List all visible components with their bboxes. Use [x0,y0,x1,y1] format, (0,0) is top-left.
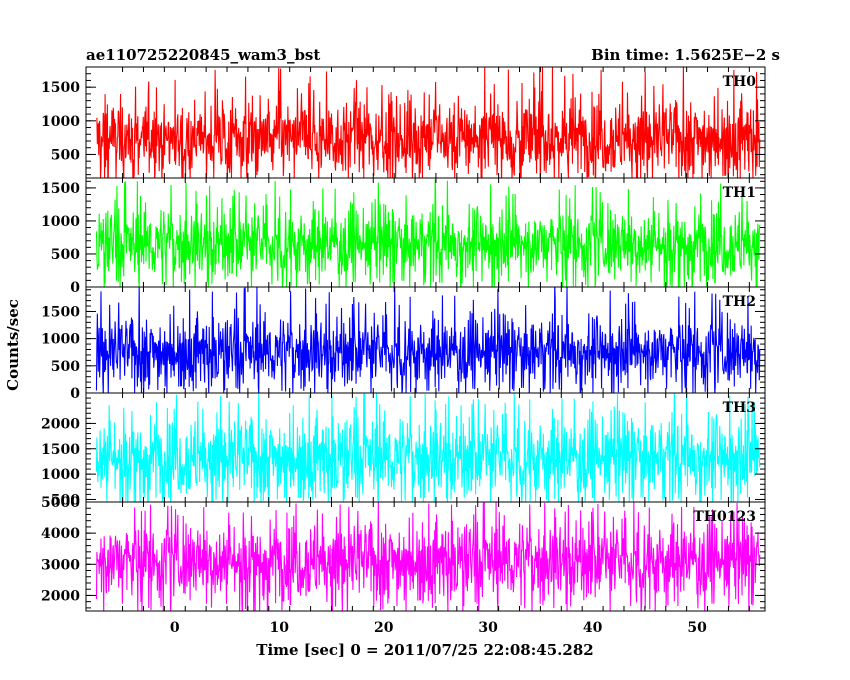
y-tick-label: 1500 [41,442,80,458]
panel-th2: 0 500 1000 1500 TH2 [41,286,766,402]
x-axis-label: Time [sec] 0 = 2011/07/25 22:08:45.282 [256,641,593,659]
x-tick-label: 10 [270,620,290,636]
panel-label-th0123: TH0123 [693,509,756,525]
panel-label-th1: TH1 [723,185,756,201]
y-tick-label: 1500 [41,304,80,320]
series-th0123-line [95,502,761,611]
y-tick-label: 500 [51,247,80,263]
panel-label-th3: TH3 [723,400,756,416]
y-tick-label: 500 [51,147,80,163]
y-tick-label: 1000 [41,214,80,230]
y-tick-label: 500 [51,359,80,375]
panel-th1: 0 500 1000 1500 TH1 [41,177,766,296]
x-tick-label: 50 [687,620,707,636]
figure-title-right: Bin time: 1.5625E−2 s [591,46,780,64]
panel-th0: 500 1000 1500 TH0 [41,66,766,179]
y-tick-label: 0 [70,386,80,402]
series-th2-line [95,287,761,393]
x-tick-label: 0 [170,620,180,636]
series-th3-line [95,393,761,502]
y-tick-label: 3000 [41,557,80,573]
y-tick-label: 2000 [41,588,80,604]
panel-frame [85,501,766,612]
y-tick-label: 500 [51,492,80,508]
panel-label-th0: TH0 [723,74,757,90]
y-tick-label: 1000 [41,467,80,483]
series-th1-line [95,179,761,287]
y-tick-label: 1000 [41,332,80,348]
y-tick-label: 0 [70,280,80,296]
y-tick-label: 1000 [41,114,80,130]
x-axis: 0 10 20 30 40 50 [170,620,707,636]
y-tick-label: 4000 [41,526,80,542]
y-axis-label: Counts/sec [4,299,22,391]
x-tick-label: 30 [478,620,498,636]
panel-label-th2: TH2 [723,294,756,310]
panel-th0123: 2000 3000 4000 5000 TH0123 [41,495,766,612]
y-tick-label: 1500 [41,80,80,96]
x-tick-label: 40 [583,620,603,636]
series-th0-line [96,67,761,178]
x-tick-label: 20 [374,620,394,636]
figure-title-left: ae110725220845_wam3_bst [86,46,320,64]
y-tick-label: 5000 [41,495,80,511]
y-tick-label: 2000 [41,416,80,432]
panels-group: 500 1000 1500 TH0 0 500 1000 1500 TH1 0 500 1000 150… [41,66,766,612]
panel-th3: 500 1000 1500 2000 TH3 [41,392,766,508]
y-tick-label: 1500 [41,181,80,197]
